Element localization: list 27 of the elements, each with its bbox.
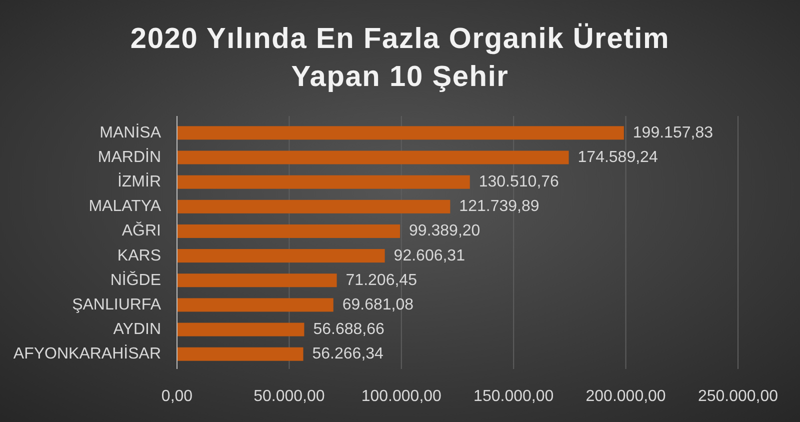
y-tick-label: AYDIN [113, 321, 161, 338]
x-tick-label: 250.000,00 [698, 388, 778, 405]
y-tick-label: MARDİN [98, 148, 161, 166]
y-tick-label: MANİSA [100, 123, 162, 142]
x-tick-label: 50.000,00 [254, 388, 325, 405]
data-label: 92.606,31 [394, 247, 466, 264]
data-label: 130.510,76 [478, 174, 560, 191]
y-tick-label: İZMİR [117, 172, 161, 191]
chart-title: 2020 Yılında En Fazla Organik Üretim Yapan 10 Şehir [130, 23, 670, 93]
data-label: 56.266,34 [312, 346, 384, 363]
x-tick-label: 150.000,00 [474, 388, 554, 405]
data-label: 71.206,45 [346, 272, 418, 289]
data-label: 174.589,24 [578, 148, 658, 166]
data-label: 56.688,66 [313, 321, 384, 338]
data-label: 99.389,20 [409, 222, 480, 240]
y-tick-label: AĞRI [122, 222, 161, 240]
data-label: 69.681,08 [342, 296, 414, 314]
x-tick-label: 0,00 [161, 388, 193, 405]
y-tick-label: KARS [117, 247, 161, 264]
y-tick-label: AFYONKARAHİSAR [13, 344, 161, 363]
data-label: 199.157,83 [632, 124, 714, 142]
x-tick-label: 200.000,00 [586, 388, 666, 405]
y-tick-label: MALATYA [88, 198, 162, 216]
y-tick-label: NİĞDE [110, 270, 161, 289]
x-tick-label: 100.000,00 [361, 388, 442, 405]
data-label: 121.739,89 [459, 198, 540, 216]
y-tick-label: ŞANLIURFA [72, 296, 162, 314]
